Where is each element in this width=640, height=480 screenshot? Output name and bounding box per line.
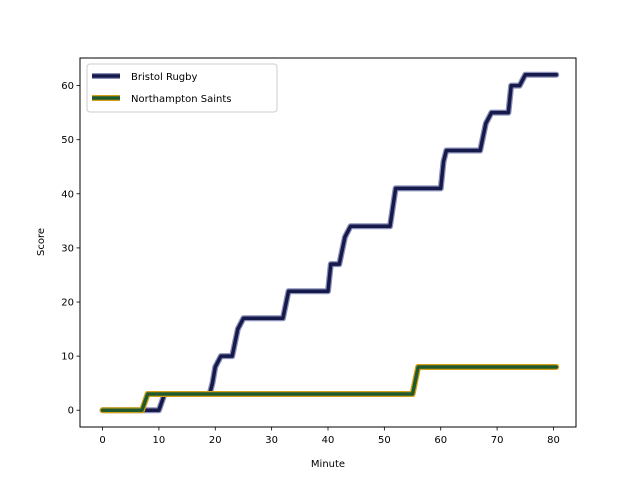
x-tick-label: 40 xyxy=(322,435,335,446)
x-tick-label: 20 xyxy=(209,435,222,446)
x-tick-label: 0 xyxy=(99,435,105,446)
legend-box xyxy=(86,63,278,113)
legend-label: Northampton Saints xyxy=(131,94,231,105)
y-tick-label: 20 xyxy=(61,298,74,309)
series-0-line xyxy=(100,73,559,412)
series-1-outline xyxy=(99,363,560,414)
series-1-line xyxy=(100,365,559,412)
y-tick-label: 40 xyxy=(61,189,74,200)
series-layer xyxy=(99,71,560,414)
x-tick-label: 60 xyxy=(434,435,447,446)
x-axis-label: Minute xyxy=(311,459,345,470)
series-0-outline xyxy=(99,71,560,414)
y-axis-label: Score xyxy=(36,228,47,256)
legend-label: Bristol Rugby xyxy=(131,72,197,83)
x-tick-label: 30 xyxy=(265,435,278,446)
y-tick-label: 30 xyxy=(61,243,74,254)
y-tick-label: 0 xyxy=(68,406,74,417)
legend: Bristol Rugby Northampton Saints xyxy=(86,63,278,113)
axis-ticks: 0 10 20 30 40 50 60 70 80 0 10 20 30 40 50 60 xyxy=(61,81,560,446)
x-tick-label: 10 xyxy=(153,435,166,446)
y-tick-label: 10 xyxy=(61,352,74,363)
x-tick-label: 80 xyxy=(547,435,560,446)
x-tick-label: 50 xyxy=(378,435,391,446)
x-tick-label: 70 xyxy=(491,435,504,446)
y-tick-label: 50 xyxy=(61,135,74,146)
y-tick-label: 60 xyxy=(61,81,74,92)
